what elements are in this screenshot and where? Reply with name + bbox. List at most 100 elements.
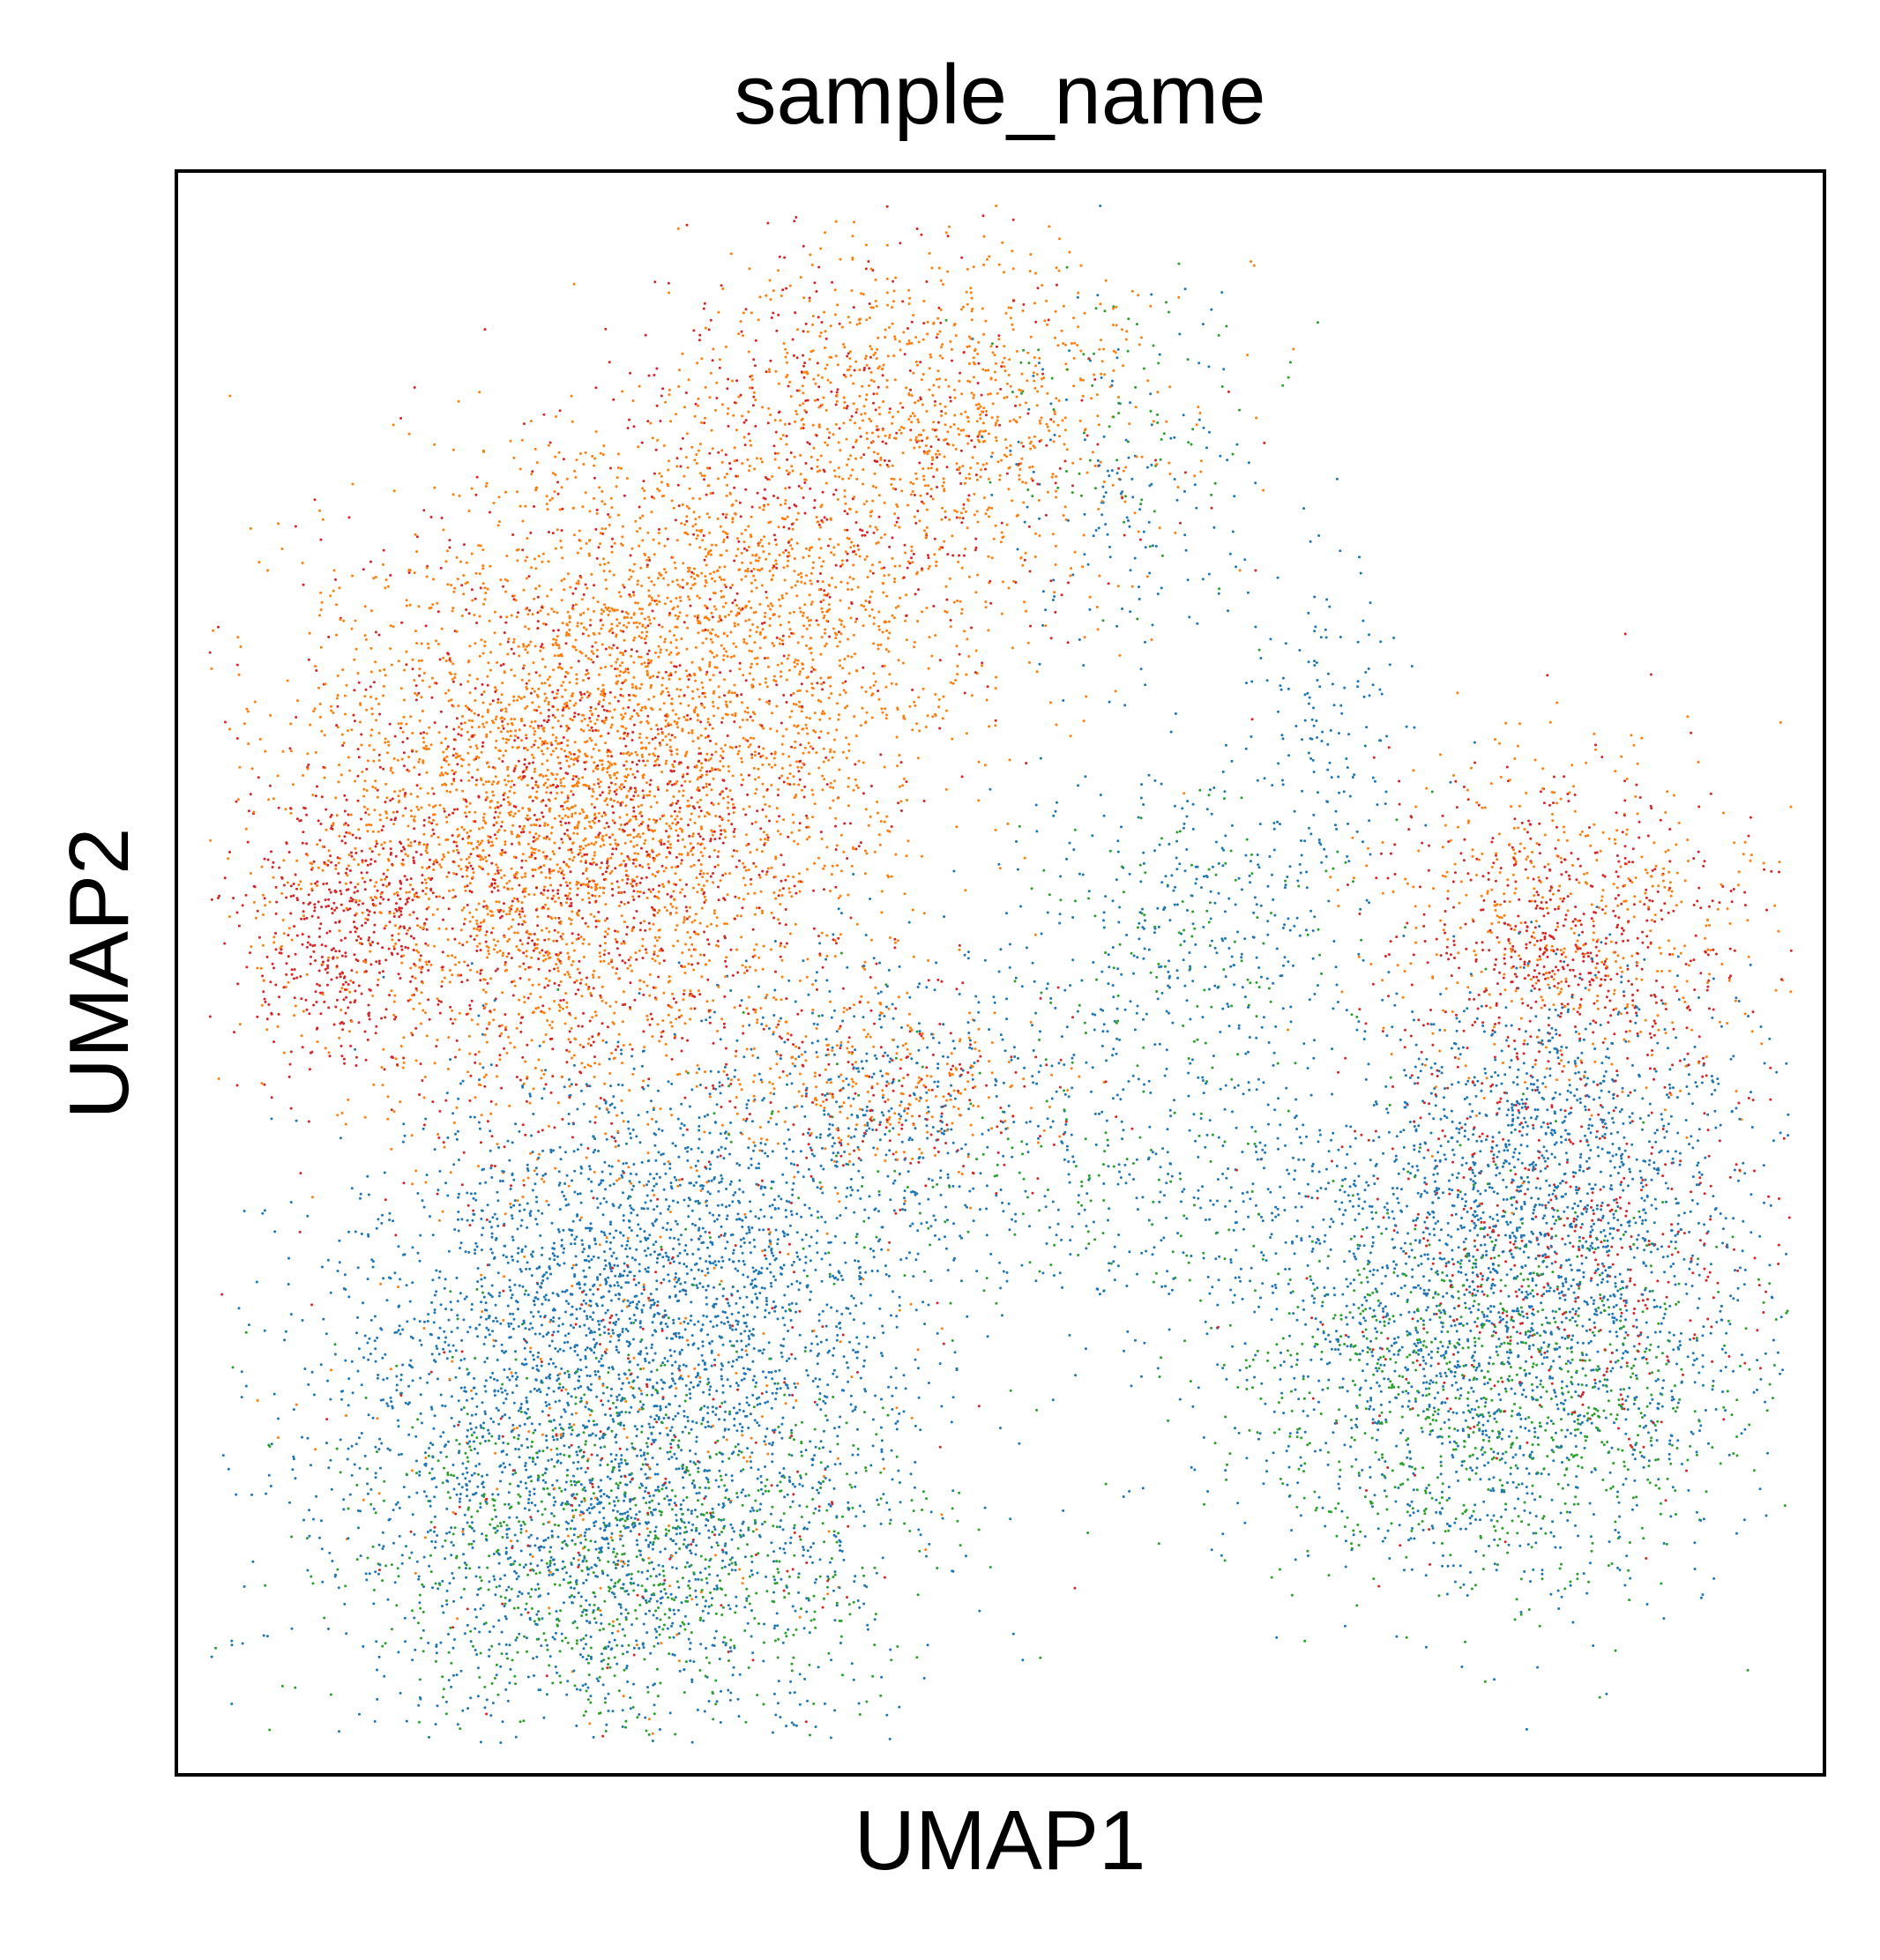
- data-point: [1125, 330, 1129, 333]
- data-point: [1115, 1037, 1119, 1040]
- data-point: [1077, 1254, 1080, 1256]
- data-point: [513, 1046, 516, 1049]
- data-point: [547, 443, 550, 447]
- data-point: [1483, 1067, 1487, 1070]
- data-point: [1444, 910, 1447, 913]
- data-point: [695, 1440, 698, 1443]
- data-point: [632, 1653, 636, 1657]
- data-point: [1073, 1586, 1077, 1590]
- data-point: [800, 1454, 803, 1457]
- data-point: [1460, 1464, 1464, 1467]
- data-point: [691, 1523, 695, 1526]
- data-point: [1335, 1165, 1339, 1167]
- data-point: [544, 1293, 548, 1297]
- data-point: [426, 642, 429, 645]
- data-point: [664, 1042, 668, 1046]
- data-point: [565, 1289, 569, 1292]
- data-point: [664, 734, 668, 738]
- data-point: [1497, 1021, 1501, 1025]
- data-point: [521, 1196, 525, 1198]
- data-point: [1380, 852, 1383, 855]
- data-point: [668, 393, 671, 397]
- data-point: [1689, 1210, 1692, 1213]
- data-point: [459, 973, 463, 977]
- data-point: [1507, 1045, 1511, 1047]
- data-point: [618, 953, 622, 957]
- data-point: [455, 1137, 459, 1141]
- data-point: [588, 554, 591, 557]
- data-point: [1362, 1316, 1366, 1320]
- data-point: [269, 1485, 272, 1487]
- data-point: [653, 794, 656, 798]
- data-point: [329, 1458, 332, 1462]
- data-point: [474, 1061, 477, 1064]
- data-point: [663, 1357, 667, 1360]
- data-point: [563, 785, 566, 788]
- data-point: [418, 1601, 422, 1605]
- data-point: [793, 839, 796, 843]
- data-point: [701, 876, 705, 879]
- data-point: [928, 251, 931, 255]
- data-point: [1787, 1216, 1791, 1219]
- data-point: [1622, 928, 1625, 932]
- data-point: [561, 1567, 564, 1570]
- data-point: [1344, 1539, 1347, 1543]
- data-point: [1615, 1153, 1618, 1156]
- data-point: [750, 386, 754, 390]
- data-point: [966, 379, 970, 383]
- data-point: [660, 1642, 663, 1645]
- data-point: [609, 1335, 613, 1338]
- data-point: [900, 1026, 903, 1029]
- data-point: [826, 1464, 830, 1468]
- data-point: [1666, 1477, 1669, 1480]
- data-point: [1011, 1084, 1013, 1087]
- data-point: [1368, 1204, 1371, 1208]
- data-point: [781, 1416, 785, 1420]
- data-point: [1558, 1296, 1562, 1300]
- data-point: [946, 1269, 950, 1272]
- data-point: [627, 622, 630, 624]
- data-point: [578, 1688, 582, 1692]
- data-point: [1108, 425, 1111, 429]
- data-point: [1170, 1288, 1174, 1292]
- data-point: [522, 1719, 526, 1723]
- data-point: [268, 784, 272, 787]
- data-point: [785, 997, 788, 1001]
- data-point: [1123, 533, 1126, 537]
- data-point: [897, 1469, 900, 1472]
- data-point: [1409, 962, 1413, 965]
- data-point: [1359, 907, 1362, 911]
- data-point: [1201, 1185, 1204, 1189]
- data-point: [414, 891, 418, 895]
- data-point: [646, 1151, 650, 1155]
- data-point: [661, 1256, 665, 1259]
- data-point: [1033, 555, 1037, 558]
- data-point: [629, 371, 632, 375]
- data-point: [610, 853, 614, 856]
- data-point: [783, 1393, 787, 1397]
- data-point: [689, 1659, 692, 1663]
- data-point: [533, 1544, 537, 1547]
- data-point: [1594, 945, 1598, 949]
- data-point: [1463, 1293, 1466, 1296]
- data-point: [775, 1525, 779, 1529]
- data-point: [1083, 438, 1086, 442]
- data-point: [369, 1502, 373, 1506]
- data-point: [431, 1278, 435, 1282]
- data-point: [734, 895, 737, 898]
- data-point: [1279, 1364, 1282, 1367]
- data-point: [658, 884, 660, 887]
- data-point: [702, 892, 705, 896]
- data-point: [1523, 960, 1526, 964]
- data-point: [1536, 1666, 1540, 1669]
- data-point: [675, 1551, 678, 1554]
- data-point: [854, 421, 856, 425]
- data-point: [1403, 1241, 1406, 1245]
- data-point: [371, 995, 375, 997]
- data-point: [589, 1044, 593, 1047]
- data-point: [798, 673, 802, 676]
- data-point: [779, 832, 782, 836]
- data-point: [465, 858, 468, 861]
- data-point: [647, 1296, 651, 1300]
- data-point: [419, 786, 422, 790]
